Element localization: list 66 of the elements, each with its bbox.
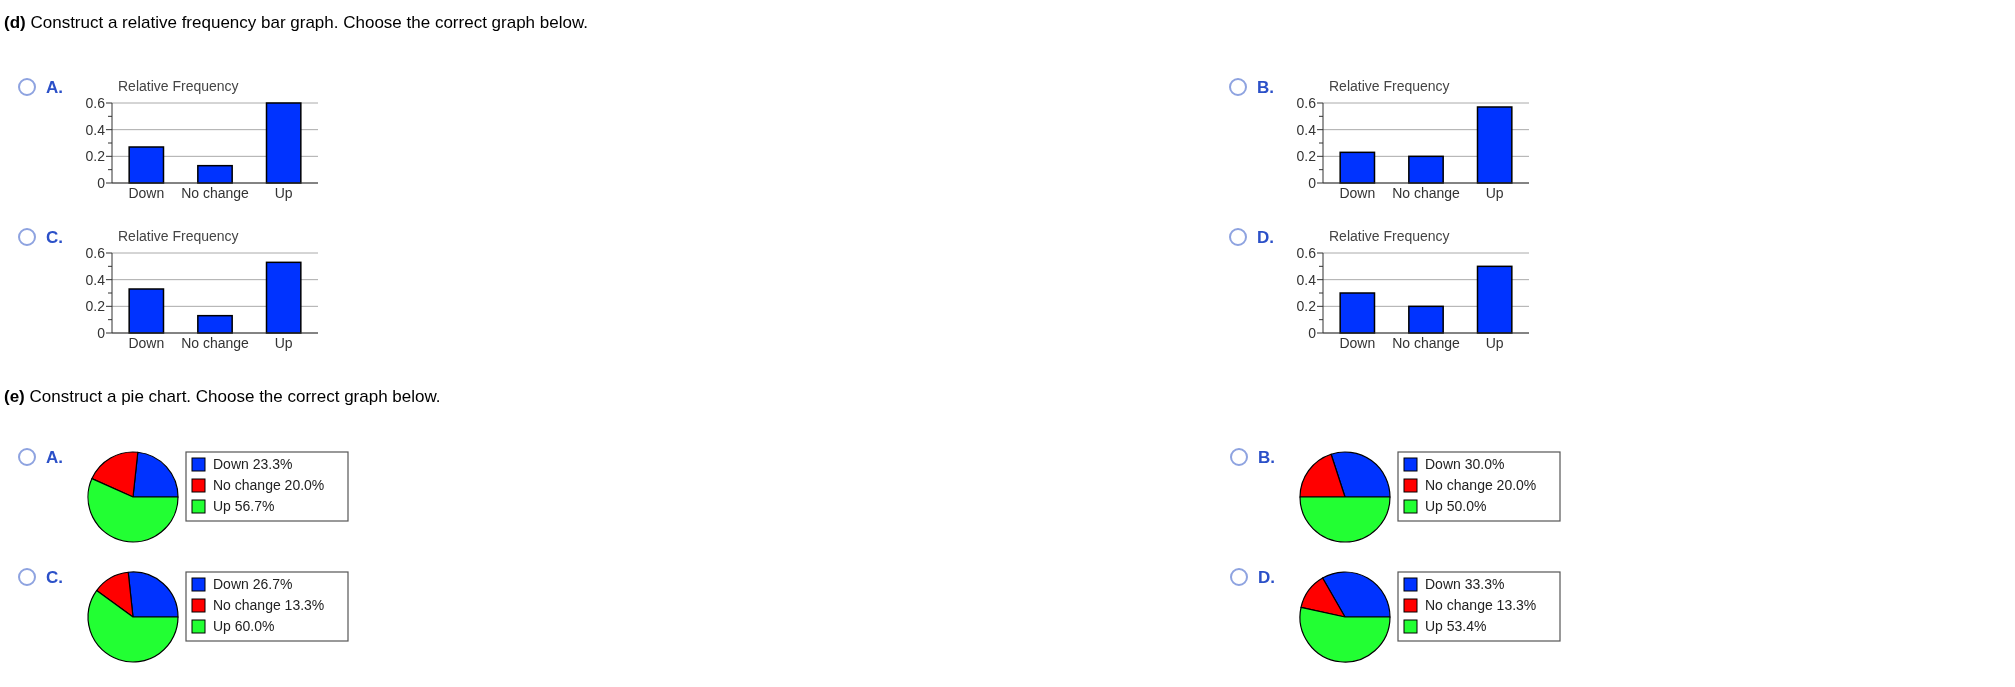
x-tick-label: Up	[1485, 335, 1504, 351]
x-tick-label: No change	[1392, 335, 1461, 351]
chart-title: Relative Frequency	[1329, 78, 1450, 94]
chart-title: Relative Frequency	[118, 228, 239, 244]
y-tick-label: 0.2	[85, 148, 106, 165]
bar	[1339, 151, 1376, 184]
y-tick-label: 0.4	[85, 121, 106, 138]
y-tick-label: 0.4	[1296, 271, 1317, 288]
legend-label: No change 13.3%	[213, 597, 325, 613]
legend-label: No change 13.3%	[1425, 597, 1537, 613]
bar	[265, 102, 302, 184]
text: B.	[1258, 448, 1275, 467]
x-tick-label: Down	[128, 185, 165, 201]
x-tick-label: Down	[1339, 335, 1376, 351]
y-tick-label: 0	[1308, 324, 1317, 341]
legend-label: Up 60.0%	[213, 618, 275, 634]
bar	[1408, 305, 1444, 334]
text: (e) Construct a pie chart. Choose the correct graph below.	[4, 387, 441, 406]
y-tick-label: 0.2	[1296, 298, 1317, 315]
text: A.	[46, 78, 63, 97]
y-tick-label: 0.2	[1296, 148, 1317, 165]
x-tick-label: Down	[128, 335, 165, 351]
legend-label: Up 56.7%	[213, 498, 275, 514]
legend-label: Down 23.3%	[213, 456, 293, 472]
chart-title: Relative Frequency	[118, 78, 239, 94]
text: A.	[46, 448, 63, 467]
x-tick-label: Up	[1485, 185, 1504, 201]
x-tick-label: Down	[1339, 185, 1376, 201]
chart-title: Relative Frequency	[1329, 228, 1450, 244]
y-tick-label: 0.2	[85, 298, 106, 315]
legend-label: Up 53.4%	[1425, 618, 1487, 634]
x-tick-label: No change	[1392, 185, 1461, 201]
y-tick-label: 0	[1308, 174, 1317, 191]
y-tick-label: 0.6	[1296, 94, 1317, 111]
legend-label: Down 30.0%	[1425, 456, 1505, 472]
text: C.	[46, 228, 63, 247]
text: (d) Construct a relative frequency bar graph. Choose the correct graph below.	[4, 13, 588, 32]
legend-label: No change 20.0%	[1425, 477, 1537, 493]
bar	[1476, 106, 1513, 184]
bar	[197, 314, 233, 334]
y-tick-label: 0.4	[1296, 121, 1317, 138]
y-tick-label: 0.4	[85, 271, 106, 288]
legend-label: No change 20.0%	[213, 477, 325, 493]
y-tick-label: 0.6	[85, 244, 106, 261]
x-tick-label: No change	[181, 185, 250, 201]
bar	[1339, 292, 1376, 334]
y-tick-label: 0	[97, 324, 106, 341]
y-tick-label: 0.6	[1296, 244, 1317, 261]
legend-label: Down 33.3%	[1425, 576, 1505, 592]
text: B.	[1257, 78, 1274, 97]
legend-label: Up 50.0%	[1425, 498, 1487, 514]
y-tick-label: 0	[97, 174, 106, 191]
bar	[197, 164, 233, 184]
x-tick-label: No change	[181, 335, 250, 351]
text: C.	[46, 568, 63, 587]
text: D.	[1257, 228, 1274, 247]
x-tick-label: Up	[274, 185, 293, 201]
legend-label: Down 26.7%	[213, 576, 293, 592]
y-tick-label: 0.6	[85, 94, 106, 111]
bar	[265, 261, 302, 334]
text: D.	[1258, 568, 1275, 587]
x-tick-label: Up	[274, 335, 293, 351]
bar	[128, 288, 165, 334]
bar	[1408, 155, 1444, 184]
bar	[128, 146, 165, 184]
bar	[1476, 265, 1513, 334]
